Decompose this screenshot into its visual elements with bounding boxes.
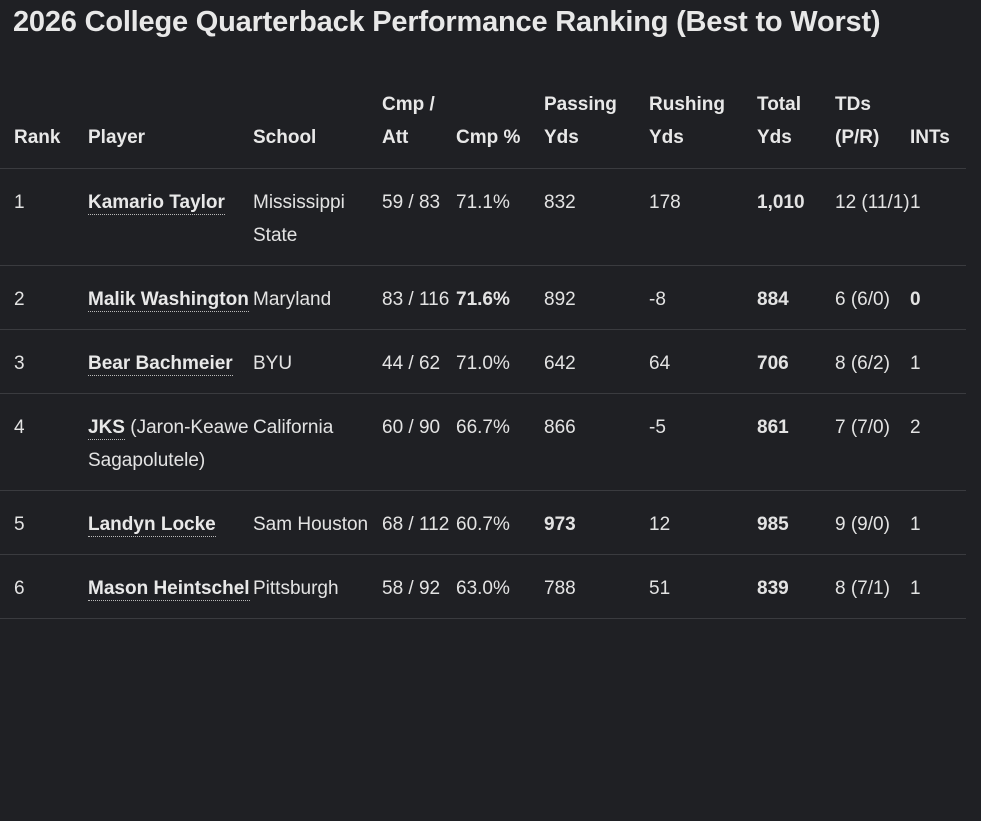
player-link[interactable]: Mason Heintschel (88, 577, 250, 601)
player-cell: Mason Heintschel (88, 554, 253, 619)
player-link[interactable]: Malik Washington (88, 288, 249, 312)
col-header-passing-yds: Passing Yds (544, 84, 649, 169)
player-cell: Landyn Locke (88, 490, 253, 555)
rushing-yds-cell: 51 (649, 554, 757, 619)
player-link[interactable]: Kamario Taylor (88, 191, 225, 215)
player-link[interactable]: Landyn Locke (88, 513, 216, 537)
player-cell: JKS (Jaron-Keawe Sagapolutele) (88, 393, 253, 491)
tds-cell: 7 (7/0) (835, 393, 910, 491)
total-yds-cell: 839 (757, 554, 835, 619)
rushing-yds-cell: 64 (649, 329, 757, 394)
total-yds-cell: 1,010 (757, 168, 835, 266)
total-yds-cell: 706 (757, 329, 835, 394)
passing-yds-cell: 832 (544, 168, 649, 266)
rushing-yds-cell: 12 (649, 490, 757, 555)
cmp-att-cell: 59 / 83 (382, 168, 456, 266)
total-yds-cell: 861 (757, 393, 835, 491)
player-cell: Bear Bachmeier (88, 329, 253, 394)
col-header-school: School (253, 84, 382, 169)
passing-yds-cell: 642 (544, 329, 649, 394)
col-header-rushing-yds: Rushing Yds (649, 84, 757, 169)
rank-cell: 6 (0, 554, 88, 619)
table-header-row: Rank Player School Cmp / Att Cmp % Passi… (0, 84, 966, 169)
tds-cell: 12 (11/1) (835, 168, 910, 266)
player-suffix: (Jaron-Keawe Sagapolutele) (88, 416, 249, 471)
school-cell: California (253, 393, 382, 491)
cmp-att-cell: 60 / 90 (382, 393, 456, 491)
cmp-att-cell: 83 / 116 (382, 265, 456, 330)
tds-cell: 9 (9/0) (835, 490, 910, 555)
rank-cell: 1 (0, 168, 88, 266)
table-row: 6 Mason Heintschel Pittsburgh 58 / 92 63… (0, 554, 966, 619)
table-row: 4 JKS (Jaron-Keawe Sagapolutele) Califor… (0, 393, 966, 491)
rushing-yds-cell: -8 (649, 265, 757, 330)
passing-yds-cell: 973 (544, 490, 649, 555)
col-header-rank: Rank (0, 84, 88, 169)
table-row: 2 Malik Washington Maryland 83 / 116 71.… (0, 265, 966, 330)
cmp-att-cell: 68 / 112 (382, 490, 456, 555)
rushing-yds-cell: -5 (649, 393, 757, 491)
col-header-ints: INTs (910, 84, 966, 169)
cmp-pct-cell: 71.6% (456, 265, 544, 330)
tds-cell: 6 (6/0) (835, 265, 910, 330)
col-header-tds: TDs (P/R) (835, 84, 910, 169)
cmp-att-cell: 44 / 62 (382, 329, 456, 394)
passing-yds-cell: 866 (544, 393, 649, 491)
player-cell: Kamario Taylor (88, 168, 253, 266)
cmp-pct-cell: 63.0% (456, 554, 544, 619)
player-link[interactable]: Bear Bachmeier (88, 352, 233, 376)
school-cell: BYU (253, 329, 382, 394)
player-link[interactable]: JKS (88, 416, 125, 440)
rank-cell: 2 (0, 265, 88, 330)
tds-cell: 8 (6/2) (835, 329, 910, 394)
table-row: 1 Kamario Taylor Mississippi State 59 / … (0, 168, 966, 266)
ints-cell: 0 (910, 265, 966, 330)
cmp-pct-cell: 71.1% (456, 168, 544, 266)
table-row: 5 Landyn Locke Sam Houston 68 / 112 60.7… (0, 490, 966, 555)
tds-cell: 8 (7/1) (835, 554, 910, 619)
passing-yds-cell: 892 (544, 265, 649, 330)
col-header-cmp-pct: Cmp % (456, 84, 544, 169)
rank-cell: 3 (0, 329, 88, 394)
player-cell: Malik Washington (88, 265, 253, 330)
cmp-pct-cell: 66.7% (456, 393, 544, 491)
ints-cell: 2 (910, 393, 966, 491)
school-cell: Maryland (253, 265, 382, 330)
col-header-total-yds: Total Yds (757, 84, 835, 169)
col-header-player: Player (88, 84, 253, 169)
ints-cell: 1 (910, 554, 966, 619)
rushing-yds-cell: 178 (649, 168, 757, 266)
passing-yds-cell: 788 (544, 554, 649, 619)
cmp-pct-cell: 60.7% (456, 490, 544, 555)
total-yds-cell: 985 (757, 490, 835, 555)
cmp-pct-cell: 71.0% (456, 329, 544, 394)
ints-cell: 1 (910, 329, 966, 394)
total-yds-cell: 884 (757, 265, 835, 330)
school-cell: Pittsburgh (253, 554, 382, 619)
rank-cell: 4 (0, 393, 88, 491)
school-cell: Mississippi State (253, 168, 382, 266)
qb-ranking-table: Rank Player School Cmp / Att Cmp % Passi… (0, 84, 966, 619)
table-row: 3 Bear Bachmeier BYU 44 / 62 71.0% 642 6… (0, 329, 966, 394)
col-header-cmp-att: Cmp / Att (382, 84, 456, 169)
school-cell: Sam Houston (253, 490, 382, 555)
ints-cell: 1 (910, 168, 966, 266)
ints-cell: 1 (910, 490, 966, 555)
rank-cell: 5 (0, 490, 88, 555)
page-title: 2026 College Quarterback Performance Ran… (13, 6, 881, 38)
cmp-att-cell: 58 / 92 (382, 554, 456, 619)
